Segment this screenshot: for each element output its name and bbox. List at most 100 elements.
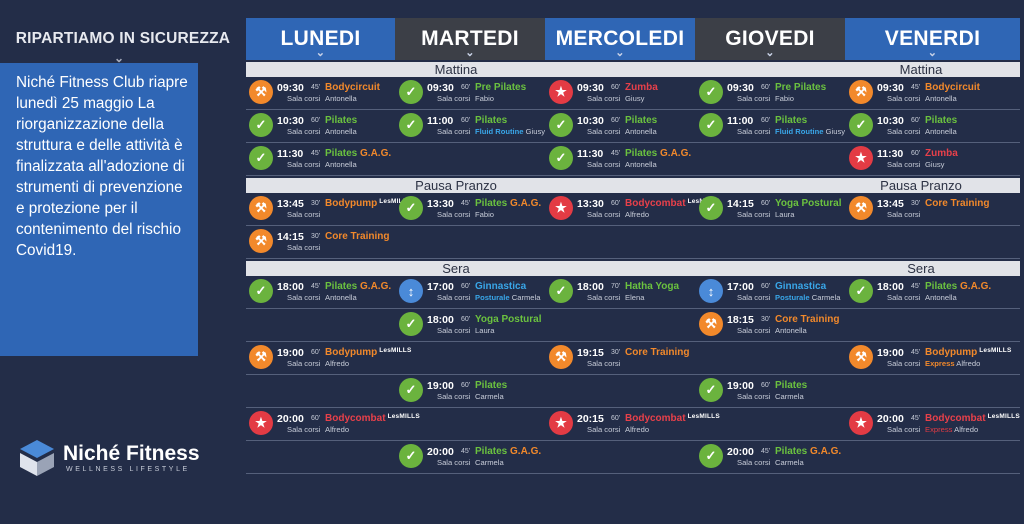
class-trainer: Antonella xyxy=(925,127,957,136)
class-activity-icon: ★ xyxy=(549,196,573,220)
band-label: Sera xyxy=(442,261,470,276)
class-name-main: Core Training xyxy=(925,198,990,209)
class-trainer: Fabio xyxy=(475,210,494,219)
class-name: Core Training xyxy=(925,198,989,209)
day-label: VENERDI xyxy=(884,27,981,50)
class-subtitle: Express xyxy=(925,359,955,368)
class-duration: 45' xyxy=(911,349,921,356)
class-activity-icon: ✓ xyxy=(699,80,723,104)
class-duration: 45' xyxy=(311,84,321,91)
class-name: Pilates G.A.G. xyxy=(475,198,541,209)
class-duration: 30' xyxy=(761,316,771,323)
class-name: Pilates G.A.G. xyxy=(475,446,541,457)
row-divider xyxy=(246,258,1020,259)
class-room: Sala corsi xyxy=(887,425,921,434)
day-label: LUNEDI xyxy=(280,27,361,50)
class-room: Sala corsi xyxy=(887,359,921,368)
class-activity-icon: ↕ xyxy=(699,279,723,303)
band-lunch: Pausa Pranzo Pausa Pranzo xyxy=(246,178,1020,193)
class-slot: ★ 11:30 60' Zumba Sala corsi Giusy xyxy=(849,145,995,171)
class-trainer: Alfredo xyxy=(325,425,350,434)
class-trainer-line: Laura xyxy=(775,210,794,219)
class-room: Sala corsi xyxy=(887,293,921,302)
class-slot: ✓ 19:00 60' Pilates Sala corsi Carmela xyxy=(699,377,845,403)
class-activity-icon: ✓ xyxy=(399,80,423,104)
class-trainer-line: Laura xyxy=(475,326,494,335)
band-label: Pausa Pranzo xyxy=(880,178,962,193)
class-slot: ✓ 10:30 60' Pilates Sala corsi Antonella xyxy=(849,112,995,138)
day-label: GIOVEDI xyxy=(725,27,815,50)
class-name-suffix: G.A.G. xyxy=(660,148,692,159)
class-activity-icon: ✓ xyxy=(849,279,873,303)
class-slot: ★ 20:00 45' Bodycombat LesMILLS Sala corsi Exp… xyxy=(849,410,1020,436)
class-slot: ✓ 11:00 60' Pilates Sala corsi Fluid Routine … xyxy=(699,112,845,138)
class-room: Sala corsi xyxy=(437,127,471,136)
class-trainer-line: Carmela xyxy=(475,392,504,401)
class-name-main: Pilates xyxy=(925,115,958,126)
class-trainer-line: Giusy xyxy=(625,94,644,103)
class-trainer-line: Posturale Carmela xyxy=(775,293,840,302)
class-trainer-line: Fluid Routine Giusy xyxy=(475,127,545,136)
class-time: 19:15 xyxy=(577,347,604,359)
class-trainer-line: Antonella xyxy=(925,94,957,103)
band-label: Mattina xyxy=(899,62,943,77)
class-duration: 60' xyxy=(761,200,771,207)
band-label: Mattina xyxy=(434,62,478,77)
class-trainer: Alfredo xyxy=(956,359,981,368)
chevron-down-icon: ⌄ xyxy=(114,51,125,65)
class-duration: 60' xyxy=(761,382,771,389)
class-name-main: Pilates xyxy=(325,281,358,292)
brand-tagline: WELLNESS LIFESTYLE xyxy=(66,466,190,473)
class-slot: ✓ 13:30 45' Pilates G.A.G. Sala corsi Fabio xyxy=(399,195,545,221)
class-time: 18:15 xyxy=(727,314,754,326)
class-name-suffix: G.A.G. xyxy=(360,281,392,292)
chevron-down-icon: ⌄ xyxy=(615,47,625,59)
class-subtitle: Fluid Routine xyxy=(475,127,524,136)
class-name: Pilates xyxy=(475,380,507,391)
class-trainer-line: Giusy xyxy=(925,160,944,169)
class-activity-icon: ✓ xyxy=(399,444,423,468)
class-name: Bodycircuit xyxy=(925,82,980,93)
class-activity-icon: ✓ xyxy=(249,146,273,170)
day-tuesday: MARTEDI ⌄ xyxy=(395,18,545,60)
class-name-main: Yoga Postural xyxy=(775,198,842,209)
class-duration: 45' xyxy=(911,415,921,422)
chevron-down-icon: ⌄ xyxy=(315,47,326,59)
class-name-main: Bodycombat xyxy=(925,413,986,424)
class-name-main: Ginnastica xyxy=(775,281,827,292)
class-trainer: Alfredo xyxy=(954,425,979,434)
row-divider xyxy=(246,142,1020,143)
row-divider xyxy=(246,109,1020,110)
class-room: Sala corsi xyxy=(287,293,321,302)
class-name-main: Bodycircuit xyxy=(925,82,981,93)
class-activity-icon: ↕ xyxy=(399,279,423,303)
class-name-main: Pilates xyxy=(925,281,958,292)
class-trainer: Alfredo xyxy=(625,425,650,434)
class-room: Sala corsi xyxy=(287,94,321,103)
brand-logo: Niché Fitness WELLNESS LIFESTYLE xyxy=(17,438,217,478)
class-trainer-line: Antonella xyxy=(325,94,357,103)
class-room: Sala corsi xyxy=(587,425,621,434)
chevron-down-icon: ⌄ xyxy=(765,47,775,59)
class-duration: 60' xyxy=(461,316,471,323)
class-slot: ✓ 10:30 60' Pilates Sala corsi Antonella xyxy=(249,112,395,138)
lesmills-logo: LesMILLS xyxy=(987,413,1020,420)
class-trainer-line: Carmela xyxy=(775,392,804,401)
class-slot: ⚒ 19:00 60' Bodypump LesMILLS Sala corsi Alfre… xyxy=(249,344,411,370)
class-trainer-line: Antonella xyxy=(325,293,357,302)
class-trainer: Laura xyxy=(475,326,495,335)
row-divider xyxy=(246,341,1020,342)
class-duration: 60' xyxy=(311,117,321,124)
class-trainer-line: Alfredo xyxy=(325,359,349,368)
row-divider xyxy=(246,473,1020,474)
class-duration: 45' xyxy=(461,200,471,207)
class-subtitle: Posturale xyxy=(775,293,810,302)
class-room: Sala corsi xyxy=(437,458,471,467)
chevron-down-icon: ⌄ xyxy=(927,47,938,59)
class-name: Pilates G.A.G. xyxy=(925,281,991,292)
brand-logo-icon xyxy=(20,440,54,476)
class-name-main: Pilates xyxy=(775,380,808,391)
class-slot: ⚒ 19:00 45' Bodypump LesMILLS Sala corsi Expre… xyxy=(849,344,1011,370)
